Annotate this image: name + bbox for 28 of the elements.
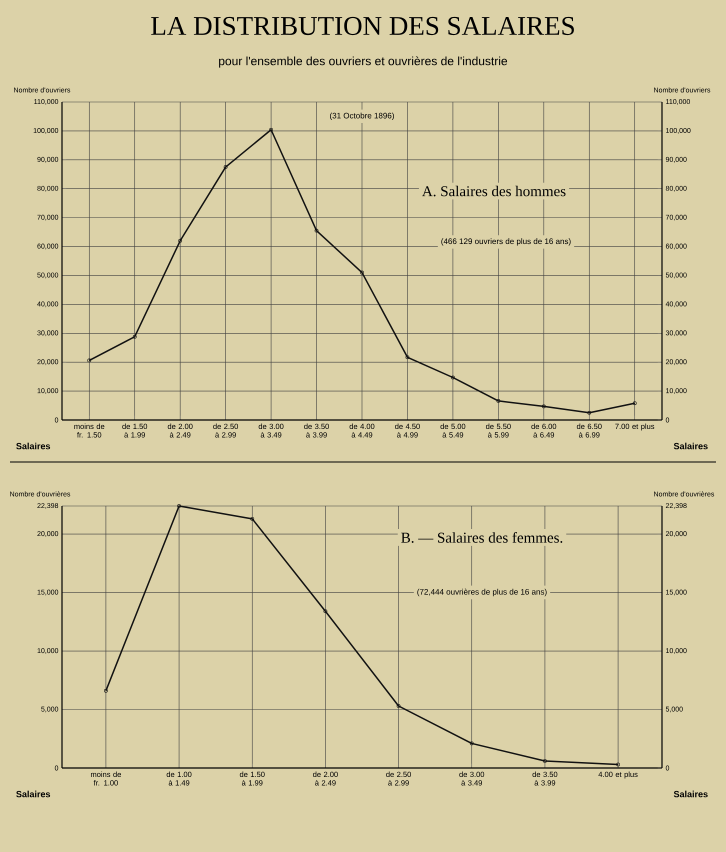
- annotation: (466 129 ouvriers de plus de 16 ans): [441, 238, 571, 246]
- point: [396, 704, 400, 708]
- x-axis-title: Salaires: [674, 442, 708, 450]
- chart-subtitle: pour l'ensemble des ouvriers et ouvrières de l'industrie: [219, 56, 508, 68]
- point: [250, 516, 254, 521]
- point: [406, 355, 410, 360]
- annotation: (72,444 ouvrières de plus de 16 ans): [417, 588, 547, 596]
- point: [451, 376, 455, 380]
- annotation: B. — Salaires des femmes.: [401, 532, 562, 543]
- point: [224, 165, 228, 169]
- text: Salaires: [16, 790, 50, 798]
- chart-title: LA DISTRIBUTION DES SALAIRES: [151, 16, 574, 36]
- text: Salaires: [16, 442, 50, 450]
- point: [314, 228, 318, 233]
- point: [178, 238, 182, 243]
- point: [587, 410, 592, 415]
- point: [543, 759, 547, 763]
- point: [496, 399, 500, 403]
- point: [269, 128, 273, 132]
- point: [177, 504, 181, 508]
- x-axis-title: Salaires: [674, 790, 708, 798]
- annotation: A. Salaires des hommes: [422, 186, 566, 196]
- point: [132, 334, 137, 339]
- point: [324, 609, 328, 614]
- point: [470, 742, 474, 746]
- point: [360, 270, 364, 274]
- point: [542, 404, 546, 408]
- annotation: (31 Octobre 1896): [330, 112, 394, 120]
